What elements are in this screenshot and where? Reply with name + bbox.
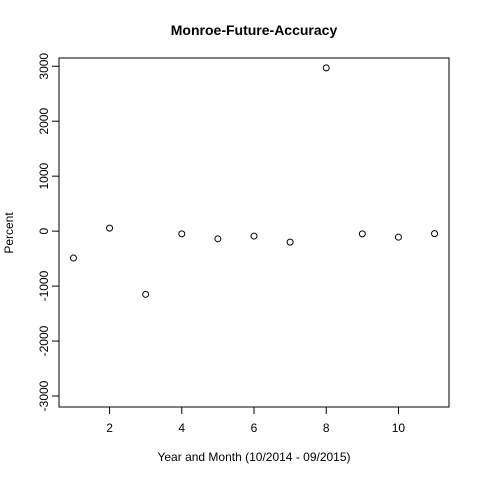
x-tick-label: 6 [251,421,258,435]
data-point [323,65,329,71]
y-tick-label: 1000 [37,162,51,189]
x-tick-label: 8 [323,421,330,435]
x-tick-label: 2 [106,421,113,435]
y-axis-label: Percent [2,212,16,254]
data-point [251,233,257,239]
data-points [70,65,437,297]
data-point [359,231,365,237]
y-tick-label: -1000 [37,270,51,301]
plot-frame [59,58,449,407]
data-point [215,236,221,242]
data-point [395,234,401,240]
y-tick-label: 0 [37,227,51,234]
data-point [107,225,113,231]
x-axis-label: Year and Month (10/2014 - 09/2015) [157,450,350,464]
x-axis: 2 4 6 8 10 [106,407,405,435]
y-axis: -3000 -2000 -1000 0 1000 2000 3000 [37,53,59,412]
x-tick-label: 4 [178,421,185,435]
x-tick-label: 10 [392,421,406,435]
data-point [70,255,76,261]
y-tick-label: 3000 [37,53,51,80]
data-point [179,231,185,237]
data-point [432,231,438,237]
y-tick-label: -2000 [37,325,51,356]
y-tick-label: 2000 [37,108,51,135]
data-point [287,239,293,245]
chart-title: Monroe-Future-Accuracy [171,22,338,38]
y-tick-label: -3000 [37,380,51,411]
data-point [143,291,149,297]
